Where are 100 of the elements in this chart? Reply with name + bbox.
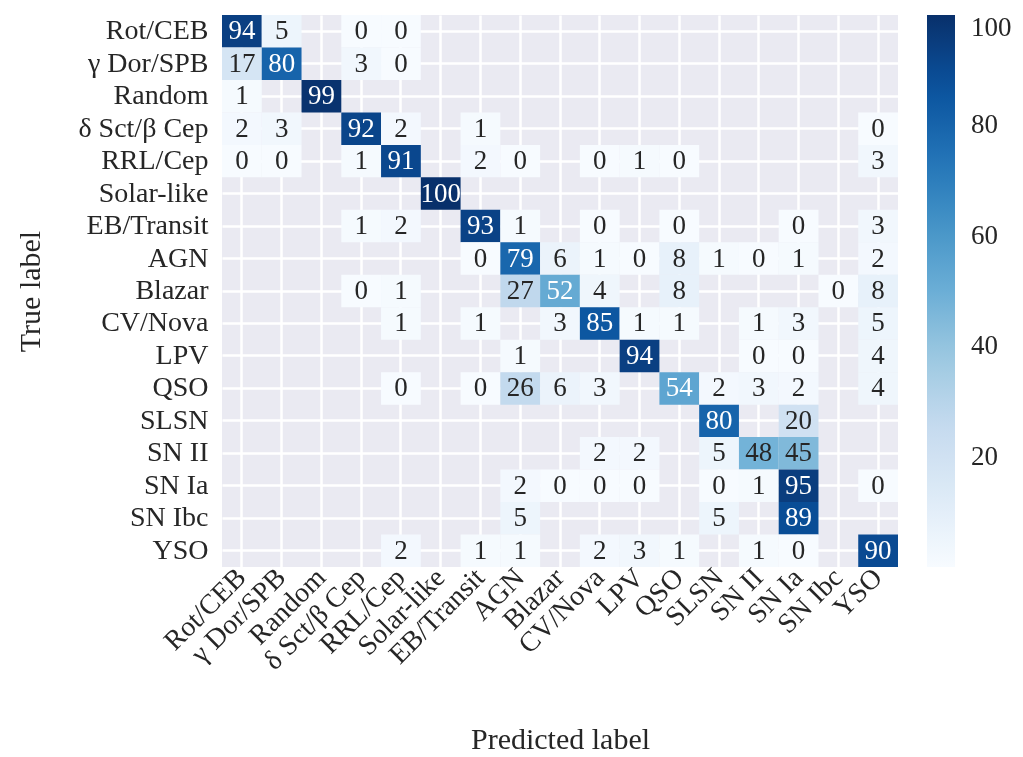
y-tick-label: δ Sct/β Cep <box>78 111 209 143</box>
data-label: 2 <box>593 534 607 565</box>
y-tick-label: AGN <box>147 241 209 273</box>
data-label: 0 <box>553 469 567 500</box>
data-label: 0 <box>632 469 647 500</box>
data-label: 2 <box>473 145 488 176</box>
data-label: 100 <box>420 177 461 208</box>
data-label: 1 <box>632 307 647 338</box>
data-label: 0 <box>672 145 687 176</box>
data-label: 2 <box>632 437 647 468</box>
data-label: 5 <box>712 437 726 468</box>
data-label: 0 <box>354 15 368 46</box>
data-label: 1 <box>712 242 726 273</box>
data-label: 91 <box>387 145 415 176</box>
data-label: 3 <box>871 145 885 176</box>
data-label: 1 <box>473 112 488 143</box>
y-tick-label: CV/Nova <box>101 306 210 338</box>
y-axis-title: True label <box>12 230 46 353</box>
data-label: 93 <box>466 210 494 241</box>
data-label: 1 <box>672 534 687 565</box>
y-tick-label: RRL/Cep <box>101 144 209 176</box>
x-axis-title: Predicted label <box>470 721 651 755</box>
data-label: 0 <box>791 210 806 241</box>
data-label: 0 <box>871 112 885 143</box>
data-label: 5 <box>712 502 726 533</box>
color-bar-label: 100 <box>971 12 1012 42</box>
data-label: 0 <box>752 339 766 370</box>
y-tick-label: LPV <box>155 338 209 370</box>
data-label: 0 <box>831 275 846 305</box>
color-bar-label: 40 <box>971 330 998 361</box>
data-label: 2 <box>791 372 806 403</box>
y-tick-label: SN Ia <box>143 468 210 500</box>
data-label: 0 <box>513 145 527 176</box>
data-label: 6 <box>553 242 567 273</box>
data-label: 1 <box>752 469 766 500</box>
data-label: 0 <box>593 210 607 241</box>
data-label: 20 <box>785 404 813 435</box>
data-label: 90 <box>864 534 892 565</box>
data-label: 0 <box>791 339 806 370</box>
data-label: 80 <box>268 47 296 78</box>
data-label: 1 <box>791 242 806 273</box>
data-label: 8 <box>672 242 687 273</box>
data-label: 3 <box>274 112 289 143</box>
data-label: 3 <box>593 372 607 403</box>
y-tick-label: SN II <box>147 436 209 468</box>
data-label: 1 <box>354 145 368 176</box>
data-label: 0 <box>473 372 488 403</box>
data-label: 94 <box>228 15 256 46</box>
data-label: 0 <box>354 275 368 305</box>
color-bar-label: 80 <box>971 109 998 140</box>
data-label: 0 <box>394 15 408 46</box>
color-bar-label: 60 <box>971 219 998 250</box>
data-label: 0 <box>235 145 249 176</box>
data-label: 0 <box>791 534 806 565</box>
data-label: 94 <box>626 339 654 370</box>
data-label: 6 <box>553 372 567 403</box>
data-label: 1 <box>473 307 488 338</box>
data-label: 4 <box>593 275 608 305</box>
data-label: 0 <box>672 210 687 241</box>
data-label: 3 <box>632 534 647 565</box>
data-label: 0 <box>473 242 488 273</box>
y-tick-label: QSO <box>152 371 209 403</box>
y-tick-label: γ Dor/SPB <box>86 46 209 78</box>
y-tick-label: SN Ibc <box>129 501 209 533</box>
y-tick-label: SLSN <box>140 403 209 435</box>
data-label: 2 <box>593 437 607 468</box>
data-label: 27 <box>506 275 534 305</box>
data-label: 0 <box>274 145 289 176</box>
data-label: 1 <box>235 80 249 111</box>
data-label: 5 <box>274 15 289 46</box>
data-label: 1 <box>632 145 647 176</box>
data-label: 1 <box>354 210 368 241</box>
data-label: 89 <box>785 502 813 533</box>
data-label: 54 <box>665 372 694 403</box>
data-label: 1 <box>752 307 766 338</box>
data-label: 48 <box>745 437 773 468</box>
data-label: 2 <box>712 372 726 403</box>
data-label: 1 <box>513 339 527 370</box>
data-label: 5 <box>871 307 885 338</box>
data-label: 1 <box>513 210 527 241</box>
data-label: 3 <box>553 307 567 338</box>
data-label: 85 <box>586 307 614 338</box>
data-label: 1 <box>593 242 607 273</box>
data-label: 2 <box>394 210 408 241</box>
data-label: 4 <box>871 372 886 403</box>
data-label: 2 <box>235 112 249 143</box>
data-label: 95 <box>785 469 813 500</box>
y-tick-label: Blazar <box>135 274 210 305</box>
data-label: 2 <box>513 469 527 500</box>
data-label: 26 <box>506 372 534 403</box>
data-label: 0 <box>712 469 726 500</box>
color-bar-label: 20 <box>971 440 998 471</box>
data-label: 0 <box>871 469 885 500</box>
data-label: 2 <box>394 534 408 565</box>
data-label: 5 <box>513 502 527 533</box>
data-label: 80 <box>705 404 733 435</box>
data-label: 52 <box>546 275 574 305</box>
data-label: 0 <box>593 145 607 176</box>
y-tick-label: YSO <box>152 533 209 565</box>
y-tick-label: Random <box>113 79 209 111</box>
